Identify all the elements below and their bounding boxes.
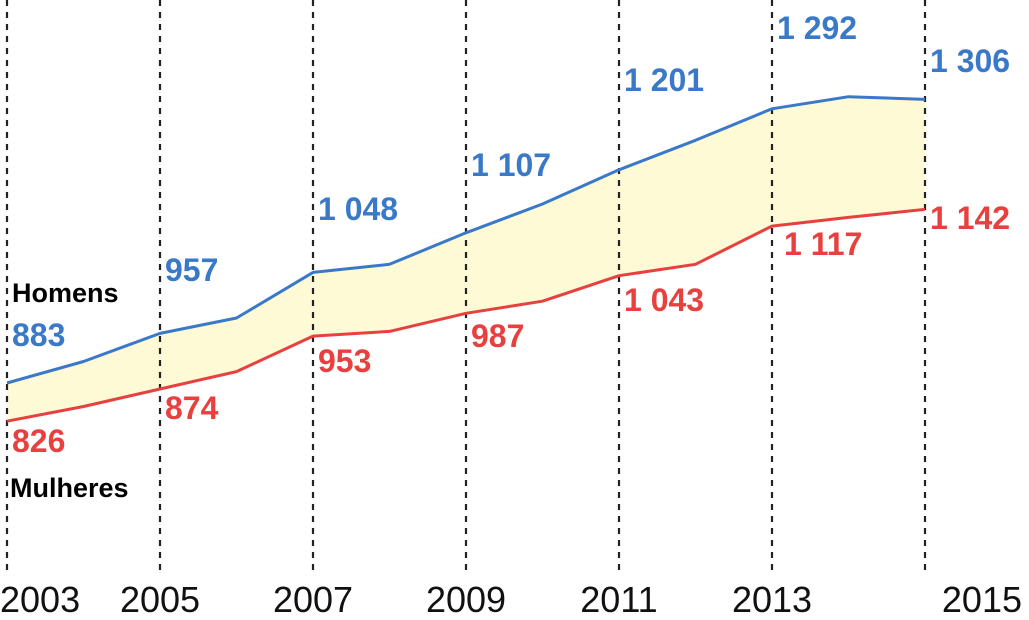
series-line-mulheres xyxy=(6,207,926,423)
x-tick-2009: 2009 xyxy=(426,579,506,620)
series-label-homens: Homens xyxy=(12,278,119,308)
x-tick-2015: 2015 xyxy=(942,579,1022,620)
data-label-homens-2011: 1 201 xyxy=(624,62,704,98)
data-label-homens-2005: 957 xyxy=(165,252,218,288)
x-tick-2007: 2007 xyxy=(273,579,353,620)
x-axis-tick-layer: 2003 2005 2007 2009 2011 2013 2015 xyxy=(0,579,1022,620)
data-label-homens-2003: 883 xyxy=(12,317,65,353)
x-tick-2005: 2005 xyxy=(120,579,200,620)
data-label-mulheres-2007: 953 xyxy=(318,343,371,379)
data-label-mulheres-2015: 1 142 xyxy=(930,200,1010,236)
x-tick-2011: 2011 xyxy=(580,579,657,620)
data-label-homens-2007: 1 048 xyxy=(318,191,398,227)
area-fill-layer xyxy=(7,96,925,422)
gap-area xyxy=(7,96,925,422)
data-label-layer: 883 957 1 048 1 107 1 201 1 292 1 306 826 874 953… xyxy=(12,10,1010,459)
series-label-mulheres: Mulheres xyxy=(10,473,129,503)
data-label-mulheres-2009: 987 xyxy=(471,318,524,354)
x-tick-2003: 2003 xyxy=(0,579,80,620)
series-line-layer xyxy=(6,95,926,423)
data-label-homens-2009: 1 107 xyxy=(471,147,551,183)
data-label-homens-2013: 1 292 xyxy=(777,10,857,46)
data-label-mulheres-2003: 826 xyxy=(12,423,65,459)
data-label-homens-2015: 1 306 xyxy=(930,43,1010,79)
data-label-mulheres-2011: 1 043 xyxy=(624,282,704,318)
x-tick-2013: 2013 xyxy=(732,579,812,620)
data-label-mulheres-2013: 1 117 xyxy=(784,226,862,262)
series-line-homens xyxy=(6,95,926,385)
data-label-mulheres-2005: 874 xyxy=(165,390,219,426)
